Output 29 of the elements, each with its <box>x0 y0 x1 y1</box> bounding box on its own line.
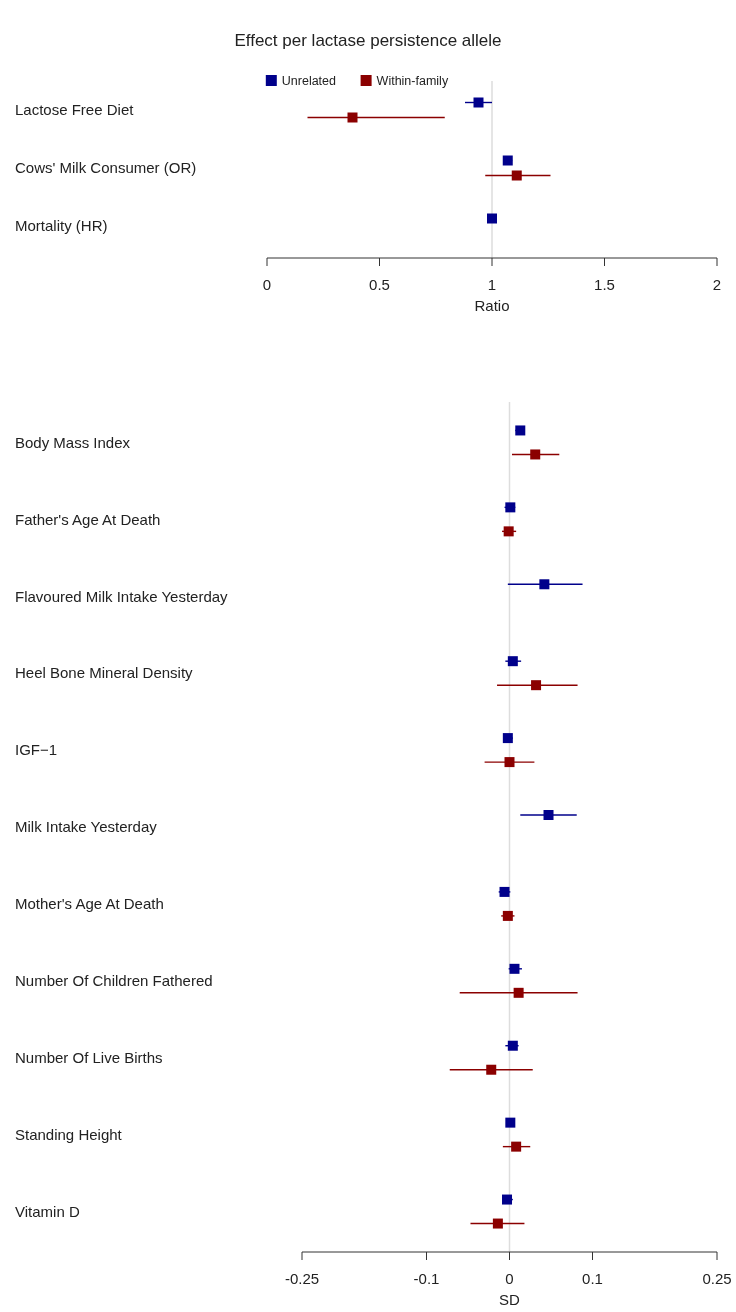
y-tick-label: Cows' Milk Consumer (OR) <box>15 159 197 177</box>
y-tick-label: Number Of Children Fathered <box>15 972 213 990</box>
x-tick-label: 1 <box>487 276 497 293</box>
y-tick-label: Lactose Free Diet <box>15 101 135 119</box>
x-tick-label: 0.25 <box>702 1270 732 1287</box>
x-tick-label: 1.5 <box>594 276 615 293</box>
y-tick-label: Father's Age At Death <box>15 510 161 528</box>
y-tick-label: Milk Intake Yesterday <box>15 818 158 836</box>
x-tick-label: 0.5 <box>369 276 390 293</box>
chart-title: Effect per lactase persistence allele <box>234 31 502 50</box>
legend-label: Unrelated <box>281 74 337 89</box>
x-tick-label: 0.1 <box>582 1270 603 1287</box>
legend-label: Within-family <box>376 74 449 89</box>
x-axis-title: SD <box>499 1291 521 1308</box>
y-tick-label: Flavoured Milk Intake Yesterday <box>15 587 229 605</box>
x-tick-label: -0.25 <box>284 1270 320 1287</box>
y-tick-label: Mother's Age At Death <box>15 895 164 913</box>
y-tick-label: IGF−1 <box>15 741 58 759</box>
x-tick-label: -0.1 <box>413 1270 440 1287</box>
x-tick-label: 2 <box>712 276 722 293</box>
x-tick-label: 0 <box>262 276 272 293</box>
y-tick-label: Mortality (HR) <box>15 217 108 235</box>
y-tick-label: Number Of Live Births <box>15 1048 163 1066</box>
y-tick-label: Standing Height <box>15 1125 123 1143</box>
y-tick-label: Vitamin D <box>15 1202 80 1220</box>
x-tick-label: 0 <box>505 1270 514 1287</box>
y-tick-label: Body Mass Index <box>15 433 131 451</box>
x-axis-title: Ratio <box>474 297 510 314</box>
y-tick-label: Heel Bone Mineral Density <box>15 664 194 682</box>
